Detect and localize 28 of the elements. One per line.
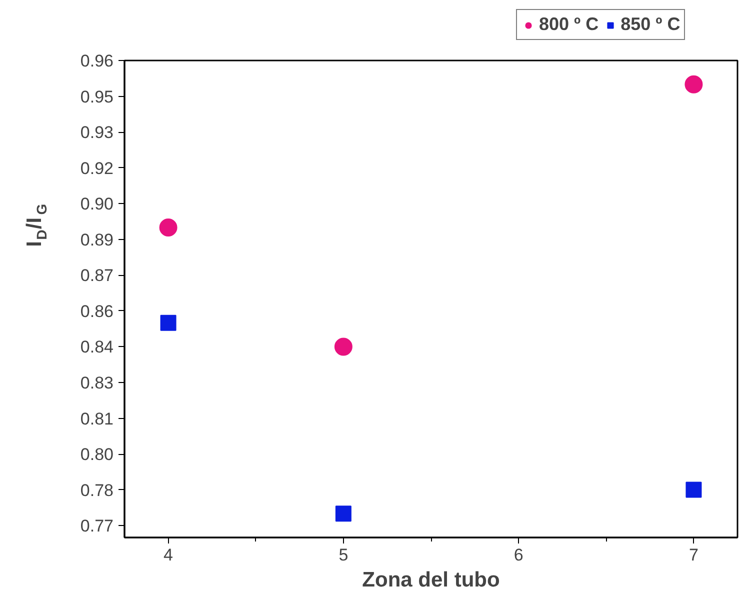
y-tick-label: 0.78 [80,480,114,500]
point [160,314,176,331]
y-tick-label: 0.80 [80,445,114,464]
point [159,218,178,236]
y-tick-label: 0.87 [80,266,114,286]
y-tick-label: 0.77 [80,516,114,536]
point [684,75,703,94]
point [686,482,702,498]
y-tick-label: 0.96 [80,52,114,70]
y-tick-label: 0.95 [80,87,114,106]
legend-label: 800 º C [539,14,599,35]
y-tick-label: 0.93 [80,123,114,142]
y-tick-label: 0.84 [80,338,114,357]
y-tick-label: 0.81 [80,409,114,428]
y-axis-title: ID/IG [23,204,50,247]
point [334,338,352,356]
x-axis-title: Zona del tubo [362,568,500,592]
y-tick-label: 0.89 [80,230,114,250]
y-tick-label: 0.90 [80,194,114,214]
y-tick-label: 0.92 [80,158,114,178]
x-tick-label: 5 [338,546,348,564]
x-tick-label: 7 [688,546,698,564]
y-tick-label: 0.83 [80,373,114,392]
x-tick-label: 4 [164,546,174,564]
x-tick-label: 6 [514,546,524,564]
y-tick-label: 0.86 [80,302,114,321]
point [335,506,352,522]
legend-label: 850 º C [620,14,680,35]
